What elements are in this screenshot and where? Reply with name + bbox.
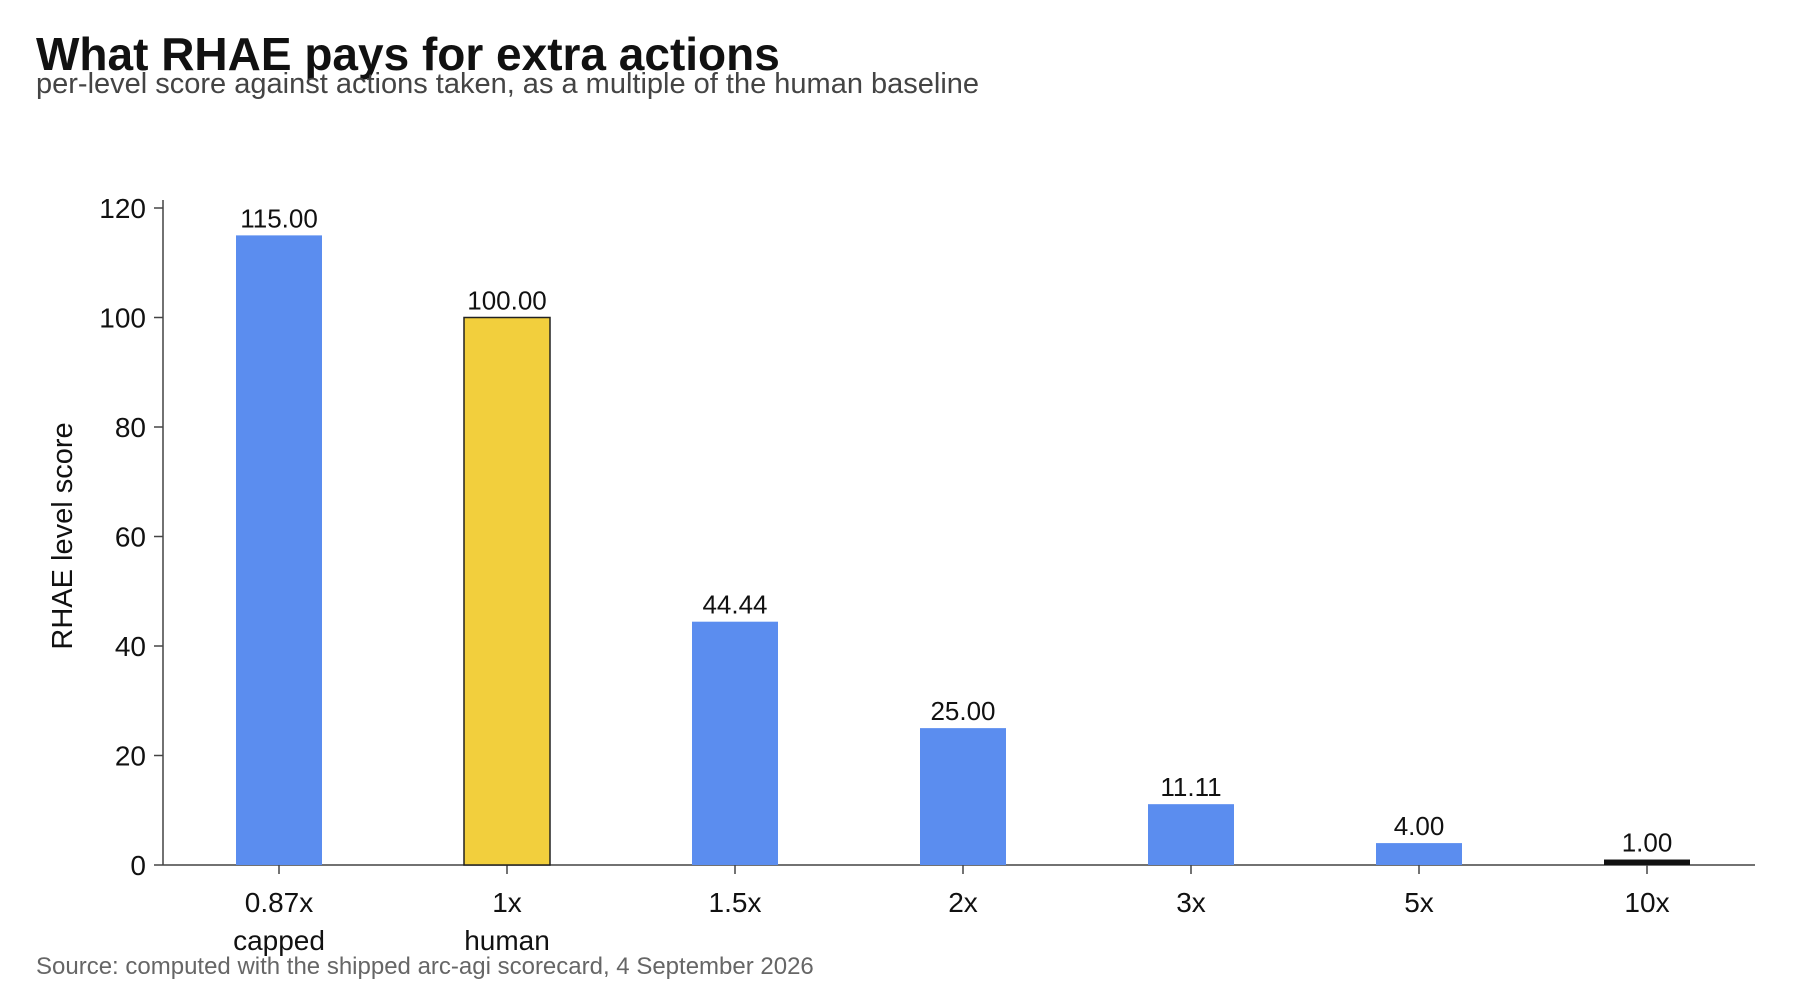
x-tick-sublabel: human [464, 925, 550, 956]
x-tick-label: 5x [1404, 887, 1434, 918]
y-tick-label: 120 [99, 193, 146, 224]
y-tick-label: 60 [115, 522, 146, 553]
y-axis-label: RHAE level score [47, 422, 79, 649]
bar [1604, 859, 1690, 865]
bar-value-label: 115.00 [240, 203, 318, 233]
bar-value-label: 100.00 [467, 286, 547, 316]
bar-value-label: 44.44 [702, 590, 767, 620]
bar [463, 316, 551, 866]
chart-title: What RHAE pays for extra actions [36, 28, 780, 80]
x-tick-label: 3x [1176, 887, 1206, 918]
bar-value-label: 1.00 [1622, 828, 1673, 858]
bar-value-label: 25.00 [930, 696, 995, 726]
x-tick-label: 10x [1624, 887, 1669, 918]
y-tick-label: 40 [115, 631, 146, 662]
bar [1148, 804, 1234, 865]
bar-value-label: 4.00 [1394, 811, 1445, 841]
y-tick-label: 100 [99, 303, 146, 334]
source-note: Source: computed with the shipped arc-ag… [36, 953, 814, 980]
bar-value-label: 11.11 [1160, 772, 1221, 802]
x-tick-label: 0.87x [245, 887, 314, 918]
x-tick-label: 2x [948, 887, 978, 918]
y-tick-label: 0 [130, 850, 146, 881]
x-axis: 0.87x capped 1x human 1.5x 2x 3x 5x 10x [163, 864, 1755, 956]
y-tick-label: 20 [115, 741, 146, 772]
value-labels: 115.00 100.00 44.44 25.00 11.11 4.00 1.00 [240, 203, 1672, 857]
x-tick-sublabel: capped [233, 925, 325, 956]
x-tick-label: 1x [492, 887, 522, 918]
bar [236, 235, 322, 865]
chart-subtitle: per-level score against actions taken, a… [36, 68, 980, 100]
bar [920, 728, 1006, 865]
bar [1376, 843, 1462, 865]
y-tick-label: 80 [115, 412, 146, 443]
x-tick-label: 1.5x [709, 887, 762, 918]
y-axis: 0 20 40 60 80 100 120 [99, 193, 164, 881]
bars [236, 235, 1690, 866]
bar [692, 621, 778, 865]
